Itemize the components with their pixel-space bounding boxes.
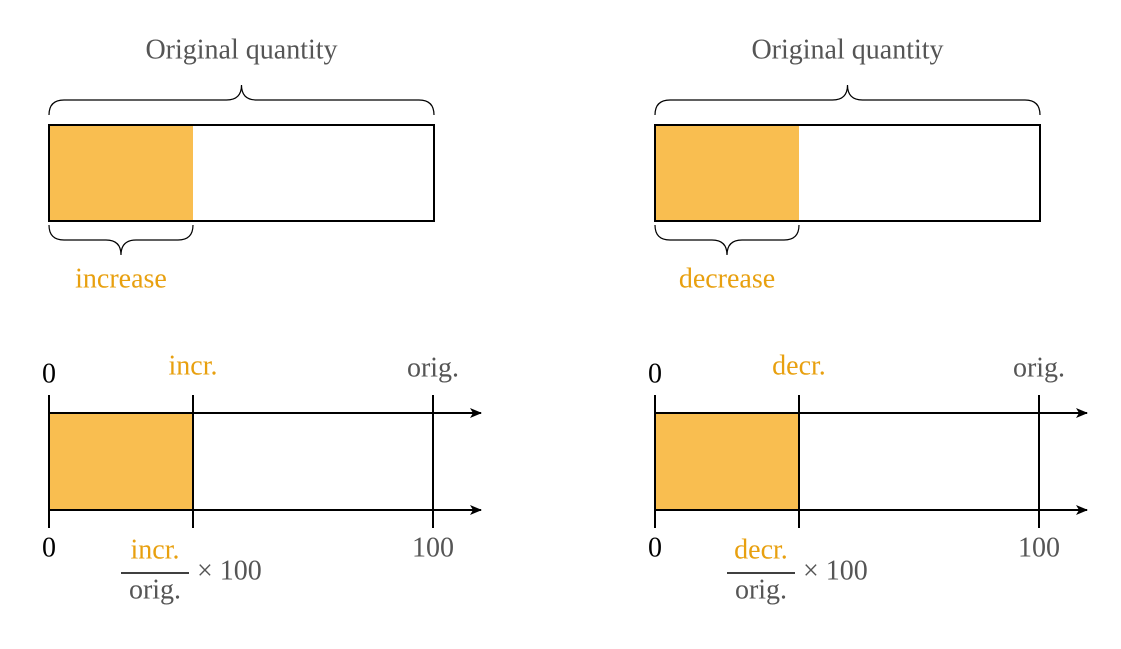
multiplier: × 100: [197, 555, 262, 586]
fraction-denominator: orig.: [735, 574, 787, 605]
brace: [654, 224, 800, 256]
bar-outline: [48, 124, 435, 222]
bottom-label: 0: [648, 532, 662, 563]
part-fill: [655, 125, 799, 221]
part-fill: [655, 413, 799, 510]
top-label: orig.: [1013, 352, 1065, 383]
bar-outline: [654, 124, 1041, 222]
part-fill: [49, 413, 193, 510]
title: Original quantity: [751, 34, 943, 65]
brace-label: decrease: [679, 263, 775, 294]
multiplier: × 100: [803, 555, 868, 586]
top-label: orig.: [407, 352, 459, 383]
fraction-denominator: orig.: [129, 574, 181, 605]
part-fill: [49, 125, 193, 221]
title: Original quantity: [145, 34, 337, 65]
bottom-label: 0: [42, 532, 56, 563]
top-label: 0: [648, 358, 662, 389]
bottom-label: 100: [1018, 532, 1060, 563]
brace-label: increase: [75, 263, 167, 294]
brace: [48, 84, 435, 116]
bottom-label: 100: [412, 532, 454, 563]
brace: [48, 224, 194, 256]
top-label: decr.: [772, 350, 826, 381]
top-label: incr.: [169, 350, 218, 381]
brace: [654, 84, 1041, 116]
fraction-numerator: incr.: [131, 534, 180, 565]
top-label: 0: [42, 358, 56, 389]
fraction-numerator: decr.: [734, 534, 788, 565]
